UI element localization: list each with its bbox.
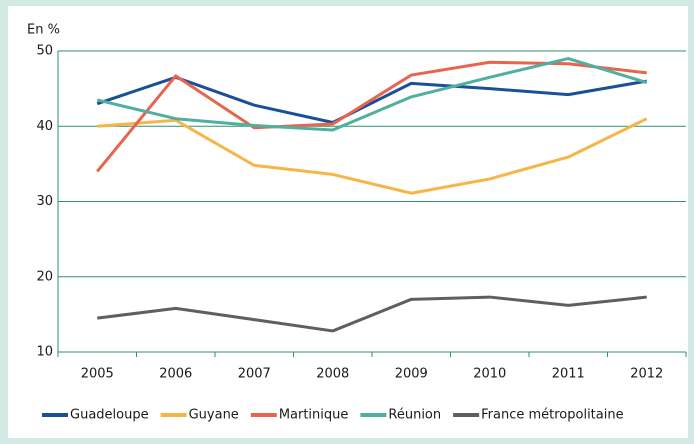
x-tick-label: 2006 (159, 367, 192, 382)
y-tick-label: 40 (36, 119, 53, 134)
x-tick-label: 2009 (395, 367, 428, 382)
y-tick-label: 20 (36, 269, 53, 284)
line-series (97, 295, 647, 333)
line-series (96, 60, 647, 173)
x-tick-label: 2005 (81, 367, 114, 382)
x-tick-label: 2010 (473, 367, 506, 382)
line-series (96, 75, 648, 124)
line-series (96, 57, 648, 132)
legend-label: Guyane (189, 408, 239, 423)
x-tick-label: 2008 (316, 367, 349, 382)
y-axis-label: En % (27, 23, 60, 38)
legend-label: Réunion (388, 408, 441, 423)
x-tick-label: 2012 (630, 367, 663, 382)
y-tick-label: 50 (36, 44, 53, 59)
x-tick-label: 2011 (552, 367, 585, 382)
legend-label: Martinique (279, 408, 349, 423)
y-tick-label: 30 (36, 194, 53, 209)
y-tick-label: 10 (36, 345, 53, 360)
panel (8, 6, 688, 438)
line-series (97, 117, 648, 195)
legend-label: France métropolitaine (481, 408, 623, 423)
legend-label: Guadeloupe (70, 408, 149, 423)
x-tick-label: 2007 (238, 367, 271, 382)
